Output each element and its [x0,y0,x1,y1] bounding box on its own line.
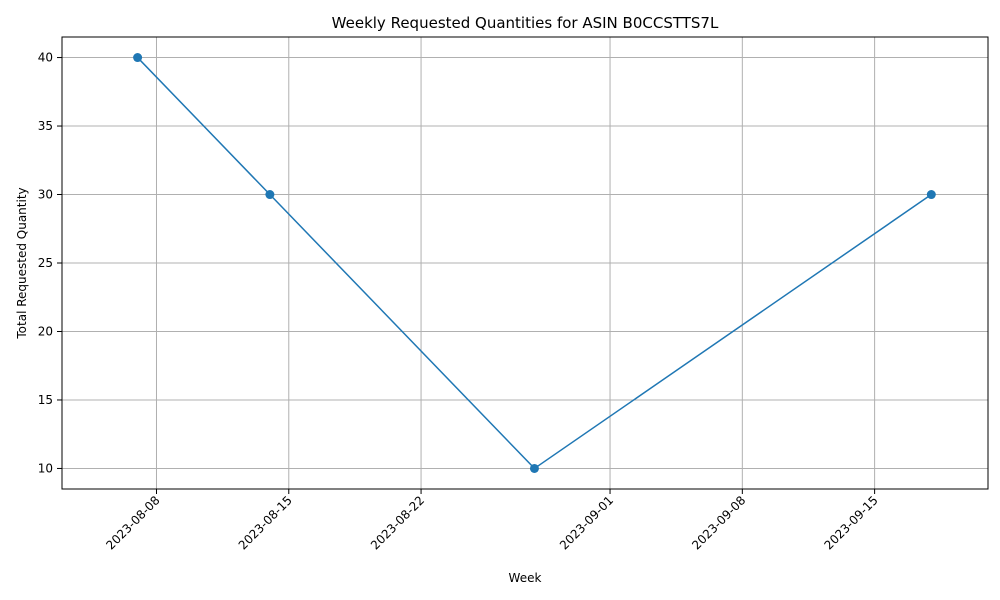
y-tick-label: 30 [38,188,53,202]
x-tick-label: 2023-08-08 [103,493,162,552]
x-tick-label: 2023-08-15 [236,493,295,552]
y-tick-label: 40 [38,51,53,65]
series-group [133,53,936,473]
x-axis-ticks: 2023-08-08 2023-08-15 2023-08-22 2023-09-01… [103,489,881,552]
x-tick-label: 2023-09-15 [822,493,881,552]
grid-lines [62,37,988,489]
y-axis-ticks: 10 15 20 25 30 35 40 [38,51,62,475]
x-tick-label: 2023-09-08 [689,493,748,552]
series-line [137,57,932,470]
x-tick-label: 2023-08-22 [368,493,427,552]
y-tick-label: 15 [38,393,53,407]
data-point [926,190,936,200]
y-tick-label: 35 [38,119,53,133]
data-point [529,463,539,473]
x-axis-label: Week [509,571,542,585]
chart-title: Weekly Requested Quantities for ASIN B0C… [332,14,719,32]
y-tick-label: 10 [38,461,53,475]
x-tick-label: 2023-09-01 [557,493,616,552]
y-tick-label: 25 [38,256,53,270]
data-point [133,53,143,63]
y-tick-label: 20 [38,324,53,338]
y-axis-label: Total Requested Quantity [15,187,29,339]
data-point [265,190,275,200]
